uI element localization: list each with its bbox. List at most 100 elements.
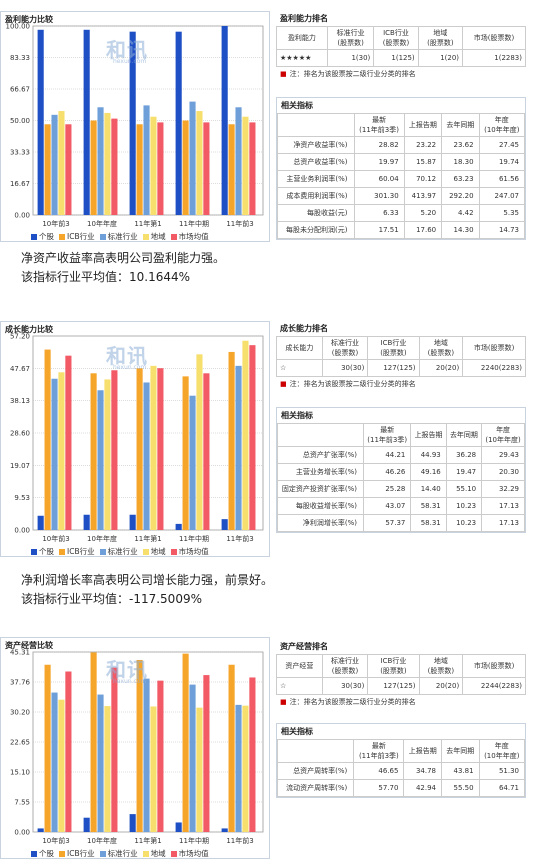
- x-tick-label: 11年前3: [226, 836, 253, 845]
- bar: [196, 111, 203, 215]
- metric-name: 主营业务增长率(%): [276, 463, 365, 481]
- metric-value: 58.31: [410, 514, 447, 532]
- bar: [51, 114, 58, 215]
- related-row: 流动资产周转率(%) 57.70 42.94 55.50 64.71: [276, 779, 526, 797]
- section-operations: 资产经营比较 0.00 7.55 15.10 22.65 30.20 37.76 45.31…: [0, 637, 558, 859]
- bar-chart: 0.00 7.55 15.10 22.65 30.20 37.76 45.31 10年前3 10…: [10, 649, 264, 845]
- y-tick-label: 100.00: [6, 23, 31, 31]
- related-header-cell: [277, 113, 355, 137]
- metric-value: 17.13: [481, 497, 525, 515]
- x-tick-label: 10年年度: [87, 836, 117, 845]
- section-profitability: 盈利能力比较 0.00 16.67 33.33 50.00 66.67 83.33 100.…: [0, 0, 558, 250]
- bar: [83, 817, 90, 832]
- bar: [58, 111, 65, 215]
- metric-value: 27.45: [478, 136, 526, 154]
- y-tick-label: 37.76: [10, 679, 31, 687]
- legend-label: 地域: [150, 547, 166, 556]
- metric-value: 55.50: [441, 779, 480, 797]
- related-header-cell: 年度 (10年年度): [481, 423, 525, 447]
- bar: [143, 382, 150, 530]
- x-tick-label: 10年前3: [42, 534, 69, 543]
- rank-header-cell: 标准行业 (股票数): [321, 654, 369, 678]
- legend-label: 标准行业: [107, 849, 138, 858]
- x-tick-label: 11年前3: [226, 534, 253, 543]
- related-table: 最新 (11年前3季) 上报告期 去年同期 年度 (10年年度) 总资产周转率(%) 46.6…: [276, 739, 526, 797]
- related-row: 净资产收益率(%) 28.82 23.22 23.62 27.45: [277, 136, 526, 154]
- related-header-cell: [276, 739, 355, 763]
- metric-value: 247.07: [478, 187, 526, 205]
- related-header-cell: 去年同期: [441, 113, 480, 137]
- bar: [111, 667, 118, 832]
- bar: [58, 372, 65, 530]
- metric-value: 23.22: [403, 136, 443, 154]
- chart-title: 资产经营比较: [5, 641, 53, 650]
- metric-value: 23.62: [441, 136, 480, 154]
- chart-legend: 个股 ICB行业 标准行业 地域 市场均值: [31, 848, 209, 859]
- bar: [203, 373, 210, 530]
- bar: [175, 822, 182, 832]
- metric-value: 10.23: [445, 497, 483, 515]
- metric-value: 46.26: [363, 463, 412, 481]
- y-tick-label: 50.00: [10, 117, 30, 125]
- legend-swatch: [142, 548, 149, 555]
- bar: [196, 707, 203, 832]
- note-text: 注：排名为该股票按二级行业分类的排名: [289, 70, 416, 78]
- metric-value: 29.43: [481, 446, 525, 464]
- metric-value: 43.81: [441, 762, 480, 780]
- metric-value: 51.30: [478, 762, 526, 780]
- related-row: 净利润增长率(%) 57.37 58.31 10.23 17.13: [276, 514, 525, 532]
- y-tick-label: 0.00: [14, 829, 30, 837]
- metric-value: 58.31: [410, 497, 447, 515]
- metric-value: 43.07: [363, 497, 412, 515]
- related-header-cell: 最新 (11年前3季): [363, 423, 412, 447]
- y-tick-label: 0.00: [14, 212, 30, 220]
- x-tick-label: 10年年度: [87, 219, 117, 228]
- metric-value: 292.20: [441, 187, 480, 205]
- rank-stars: ☆: [276, 359, 323, 377]
- bar: [150, 706, 157, 832]
- bar: [129, 814, 136, 832]
- rank-header-cell: 市场(股票数): [462, 336, 526, 360]
- legend-swatch: [59, 548, 65, 555]
- bar: [51, 378, 58, 530]
- legend-item: 市场均值: [170, 546, 209, 557]
- rank-value: 2244(2283): [462, 677, 526, 695]
- bar: [221, 828, 228, 832]
- legend-label: 个股: [39, 849, 54, 858]
- metric-value: 5.20: [403, 204, 443, 222]
- bar: [136, 124, 143, 215]
- bar: [83, 514, 90, 530]
- watermark-sub: hexun.com: [113, 678, 147, 685]
- y-tick-label: 83.33: [10, 54, 30, 62]
- bar: [65, 671, 72, 832]
- related-header-cell: 年度 (10年年度): [478, 739, 526, 763]
- legend-label: 标准行业: [107, 232, 138, 241]
- legend-label: ICB行业: [67, 232, 95, 241]
- bar: [97, 107, 104, 215]
- chart-legend: 个股 ICB行业 标准行业 地域 市场均值: [31, 546, 209, 557]
- y-tick-label: 57.20: [10, 333, 30, 341]
- rank-table: 资产经营 标准行业 (股票数) ICB行业 (股票数) 地域 (股票数) 市场(股票数) ☆ 30…: [276, 654, 526, 695]
- legend-label: 市场均值: [178, 547, 209, 556]
- bar: [37, 828, 44, 832]
- bar: [37, 515, 44, 530]
- metric-value: 34.78: [403, 762, 442, 780]
- metric-value: 49.16: [410, 463, 447, 481]
- metric-value: 17.13: [481, 514, 525, 532]
- watermark-logo: 和讯: [106, 658, 148, 682]
- y-tick-label: 28.60: [10, 430, 30, 438]
- rank-header-cell: ICB行业 (股票数): [367, 654, 420, 678]
- legend-label: 市场均值: [178, 232, 209, 241]
- rank-block: 盈利能力排名 盈利能力 标准行业 (股票数) ICB行业 (股票数) 地域 (股票数) 市场(…: [276, 11, 526, 81]
- legend-swatch: [31, 850, 37, 857]
- bar: [143, 678, 150, 832]
- metric-value: 28.82: [353, 136, 405, 154]
- bar: [51, 692, 58, 832]
- rank-value: 20(20): [418, 677, 464, 695]
- rank-stars: ☆: [276, 677, 323, 695]
- bar: [150, 116, 157, 215]
- rank-value: 30(30): [321, 677, 369, 695]
- bar: [37, 29, 44, 216]
- bar: [235, 107, 242, 215]
- y-tick-label: 9.53: [14, 494, 30, 502]
